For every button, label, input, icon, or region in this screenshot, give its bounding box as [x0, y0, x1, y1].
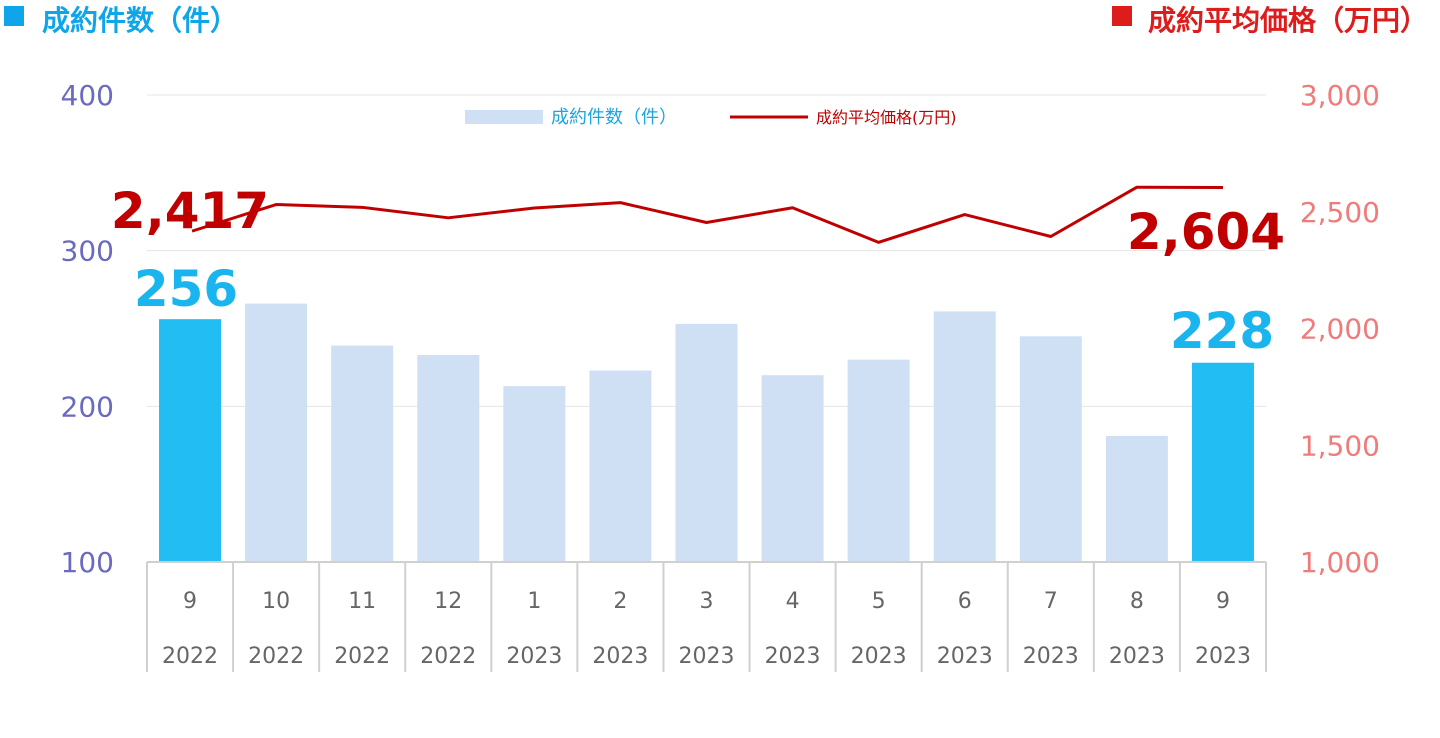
right-axis-ticks: 1,000 1,500 2,000 2,500 3,000 — [1300, 79, 1380, 579]
month-label: 5 — [872, 589, 886, 614]
month-label: 4 — [786, 589, 800, 614]
year-label: 2022 — [420, 644, 476, 669]
month-label: 10 — [262, 589, 290, 614]
bar-10 — [933, 311, 996, 562]
bar-13 — [1191, 362, 1254, 562]
left-title-text: 成約件数（件） — [42, 4, 238, 37]
month-label: 1 — [527, 589, 541, 614]
left-tick-label: 400 — [61, 79, 114, 112]
right-tick-label: 2,000 — [1300, 313, 1380, 346]
year-label: 2023 — [679, 644, 735, 669]
legend-bar-label: 成約件数（件） — [551, 107, 677, 128]
year-label: 2023 — [765, 644, 821, 669]
month-label: 11 — [348, 589, 376, 614]
year-label: 2023 — [506, 644, 562, 669]
year-label: 2022 — [162, 644, 218, 669]
bar-series — [159, 303, 1254, 562]
category-axis: 9 2022 10 2022 11 2022 12 2022 1 2023 2 2023 3 2023 4 2… — [146, 561, 1267, 672]
left-tick-label: 100 — [61, 546, 114, 579]
year-label: 2022 — [248, 644, 304, 669]
month-label: 3 — [700, 589, 714, 614]
month-label: 9 — [1216, 589, 1230, 614]
bar-8 — [761, 375, 824, 562]
right-title: 成約平均価格（万円） — [1112, 4, 1428, 37]
bar-12 — [1105, 435, 1168, 562]
year-label: 2023 — [851, 644, 907, 669]
line-label-first: 2,417 — [111, 182, 269, 240]
bar-3 — [331, 345, 394, 562]
bar-4 — [417, 354, 480, 562]
month-label: 8 — [1130, 589, 1144, 614]
year-label: 2023 — [1195, 644, 1251, 669]
month-label: 9 — [183, 589, 197, 614]
bar-label-last: 228 — [1170, 302, 1274, 360]
legend-line-label: 成約平均価格(万円) — [816, 108, 957, 127]
legend: 成約件数（件） 成約平均価格(万円) — [465, 107, 957, 128]
bar-5 — [503, 386, 566, 562]
month-label: 7 — [1044, 589, 1058, 614]
year-label: 2023 — [937, 644, 993, 669]
bar-7 — [675, 323, 738, 562]
bar-9 — [847, 359, 910, 562]
left-title: 成約件数（件） — [4, 4, 238, 37]
year-label: 2022 — [334, 644, 390, 669]
bar-1 — [159, 319, 222, 562]
left-axis-ticks: 100 200 300 400 — [61, 79, 114, 579]
bar-label-first: 256 — [134, 260, 238, 318]
left-tick-label: 200 — [61, 390, 114, 423]
right-tick-label: 2,500 — [1300, 196, 1380, 229]
month-label: 6 — [958, 589, 972, 614]
right-tick-label: 3,000 — [1300, 79, 1380, 112]
legend-bar-swatch — [465, 110, 543, 124]
bar-2 — [245, 303, 308, 562]
year-label: 2023 — [1109, 644, 1165, 669]
price-line — [191, 185, 1223, 244]
month-label: 2 — [613, 589, 627, 614]
right-title-text: 成約平均価格（万円） — [1148, 4, 1428, 37]
left-tick-label: 300 — [61, 235, 114, 268]
bar-6 — [589, 370, 652, 562]
right-tick-label: 1,500 — [1300, 429, 1380, 462]
line-label-last: 2,604 — [1127, 203, 1285, 261]
line-series — [191, 185, 1223, 244]
month-label: 12 — [434, 589, 462, 614]
bar-11 — [1019, 336, 1082, 562]
right-tick-label: 1,000 — [1300, 546, 1380, 579]
left-title-square-icon — [4, 6, 24, 26]
year-label: 2023 — [1023, 644, 1079, 669]
right-title-square-icon — [1112, 6, 1132, 26]
year-label: 2023 — [592, 644, 648, 669]
